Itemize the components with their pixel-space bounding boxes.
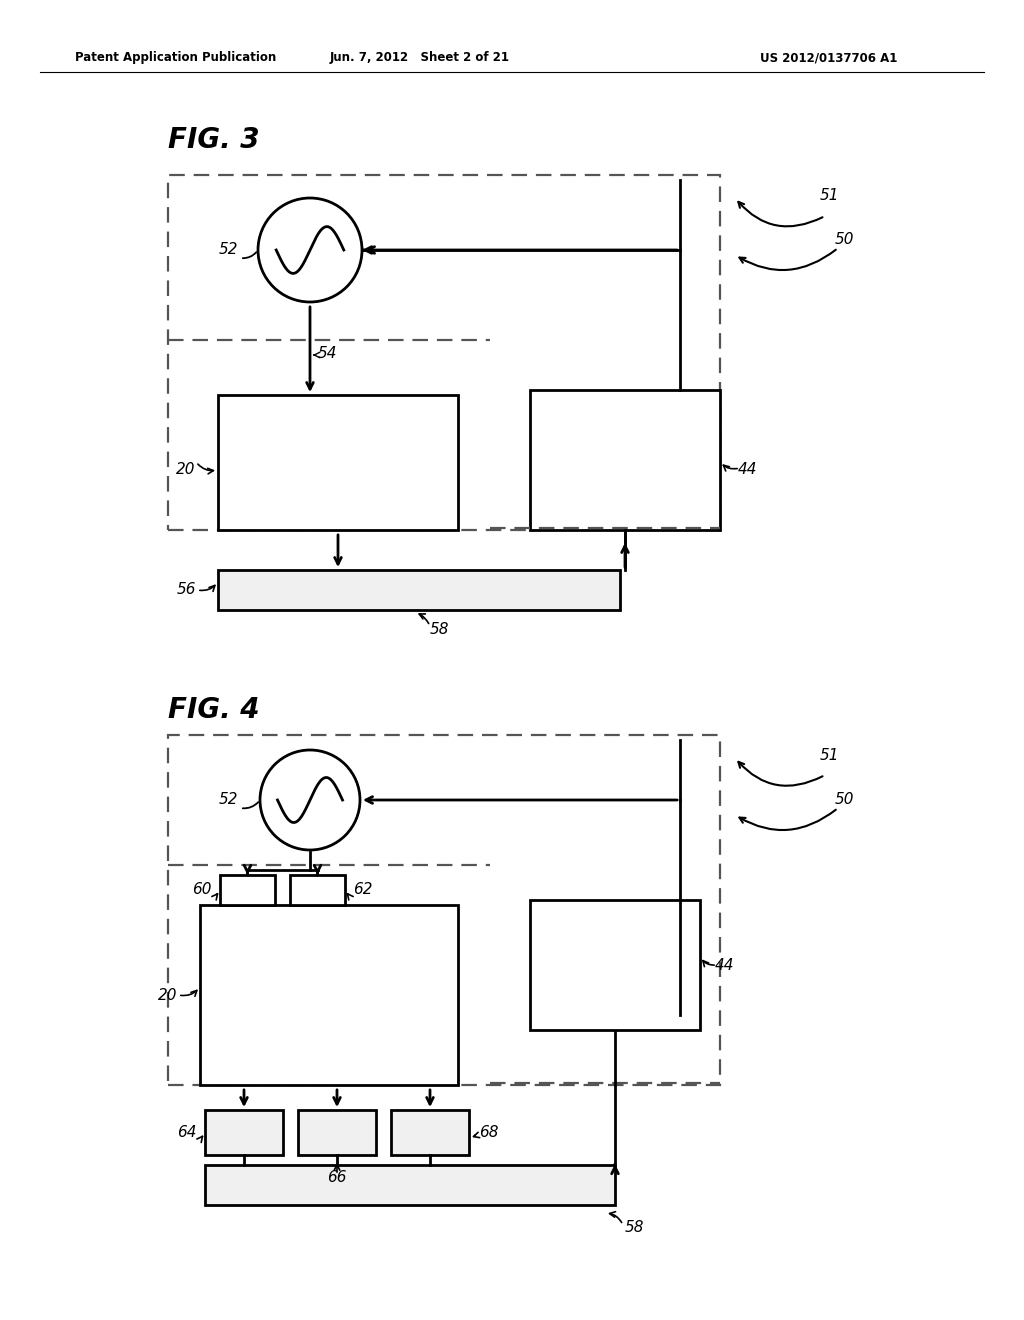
Bar bbox=[205, 1166, 615, 1205]
Text: 51: 51 bbox=[820, 747, 840, 763]
Text: 20: 20 bbox=[158, 987, 177, 1002]
Bar bbox=[220, 875, 275, 906]
Bar bbox=[218, 395, 458, 531]
Text: 60: 60 bbox=[193, 883, 212, 898]
Text: 68: 68 bbox=[479, 1125, 499, 1140]
Bar bbox=[298, 1110, 376, 1155]
Bar bbox=[530, 900, 700, 1030]
Text: 44: 44 bbox=[715, 957, 734, 973]
Bar bbox=[200, 906, 458, 1085]
Text: FIG. 4: FIG. 4 bbox=[168, 696, 259, 723]
Text: Patent Application Publication: Patent Application Publication bbox=[75, 51, 276, 65]
Text: 44: 44 bbox=[738, 462, 758, 478]
Text: 50: 50 bbox=[835, 232, 854, 248]
Text: 56: 56 bbox=[176, 582, 196, 598]
Text: 52: 52 bbox=[218, 792, 238, 808]
Text: 58: 58 bbox=[430, 623, 450, 638]
Bar bbox=[530, 389, 720, 531]
Bar bbox=[205, 1110, 283, 1155]
Text: 64: 64 bbox=[177, 1125, 197, 1140]
Text: 52: 52 bbox=[218, 243, 238, 257]
Text: 20: 20 bbox=[175, 462, 195, 478]
Text: 62: 62 bbox=[353, 883, 373, 898]
Bar bbox=[391, 1110, 469, 1155]
Bar bbox=[168, 735, 720, 1085]
Bar bbox=[290, 875, 345, 906]
Text: FIG. 3: FIG. 3 bbox=[168, 125, 259, 154]
Text: 51: 51 bbox=[820, 187, 840, 202]
Bar bbox=[218, 570, 620, 610]
Text: 58: 58 bbox=[625, 1220, 644, 1234]
Text: Jun. 7, 2012   Sheet 2 of 21: Jun. 7, 2012 Sheet 2 of 21 bbox=[330, 51, 510, 65]
Text: 54: 54 bbox=[318, 346, 338, 360]
Text: 66: 66 bbox=[328, 1170, 347, 1184]
Text: 50: 50 bbox=[835, 792, 854, 808]
Text: US 2012/0137706 A1: US 2012/0137706 A1 bbox=[760, 51, 897, 65]
Bar bbox=[168, 176, 720, 531]
